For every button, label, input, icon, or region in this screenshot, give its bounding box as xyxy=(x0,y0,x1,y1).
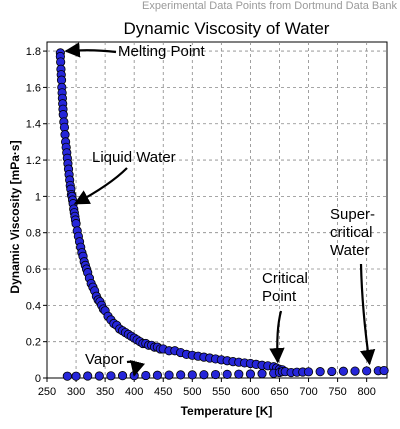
data-point xyxy=(187,370,197,380)
y-tick-label: 0.6 xyxy=(26,264,41,276)
data-point xyxy=(379,365,389,376)
x-tick-label: 750 xyxy=(328,386,346,398)
annotation-arrow xyxy=(73,167,128,205)
data-point xyxy=(350,366,360,376)
x-tick-label: 300 xyxy=(67,386,85,398)
data-point xyxy=(106,371,116,381)
x-tick-label: 400 xyxy=(125,386,143,398)
data-point xyxy=(176,370,186,380)
y-tick-label: 1 xyxy=(35,191,41,203)
y-tick-label: 1.2 xyxy=(26,155,41,167)
annotation-label: Melting Point xyxy=(118,43,206,60)
annotation-label: Critical Point xyxy=(262,270,308,305)
data-point xyxy=(257,369,267,379)
data-point xyxy=(315,367,325,377)
annotation-label: Liquid Water xyxy=(92,149,176,166)
plot-area xyxy=(46,41,388,379)
data-point xyxy=(152,370,163,380)
x-tick-label: 500 xyxy=(183,386,201,398)
y-tick-label: 1.4 xyxy=(26,119,41,131)
data-point xyxy=(362,366,372,376)
data-point xyxy=(303,367,314,377)
x-tick-label: 550 xyxy=(212,386,230,398)
data-point xyxy=(210,369,221,380)
data-point xyxy=(245,369,256,379)
annotation-arrow xyxy=(359,263,376,366)
data-point xyxy=(327,366,337,377)
x-tick-label: 800 xyxy=(357,386,375,398)
y-tick-label: 0.2 xyxy=(26,337,41,349)
annotation-arrow xyxy=(64,42,117,58)
y-tick-label: 1.8 xyxy=(26,46,41,58)
x-axis-label: Temperature [K] xyxy=(180,404,273,418)
y-tick-label: 0 xyxy=(35,373,41,385)
data-point xyxy=(141,370,151,381)
y-tick-label: 1.6 xyxy=(26,82,41,94)
chart-header-note: Experimental Data Points from Dortmund D… xyxy=(142,0,397,12)
y-tick-label: 0.8 xyxy=(26,228,41,240)
data-point xyxy=(199,370,209,380)
data-point xyxy=(222,369,232,379)
annotation-label: Super-critical Water xyxy=(330,206,375,259)
annotation-arrow xyxy=(269,310,285,364)
x-tick-label: 700 xyxy=(299,386,317,398)
data-point xyxy=(117,371,128,381)
x-tick-label: 600 xyxy=(241,386,259,398)
data-point xyxy=(338,366,349,376)
data-point xyxy=(71,371,81,381)
x-tick-label: 450 xyxy=(154,386,172,398)
y-tick-label: 0.4 xyxy=(26,300,41,312)
x-tick-label: 650 xyxy=(270,386,288,398)
chart-title: Dynamic Viscosity of Water xyxy=(123,19,330,38)
data-point xyxy=(83,371,93,381)
data-point xyxy=(234,369,244,379)
x-tick-label: 250 xyxy=(38,386,56,398)
x-tick-label: 350 xyxy=(96,386,114,398)
data-point xyxy=(94,371,104,381)
data-point xyxy=(62,371,72,381)
data-point xyxy=(164,370,174,380)
annotation-label: Vapor xyxy=(85,351,124,368)
annotation-arrow xyxy=(126,359,146,377)
